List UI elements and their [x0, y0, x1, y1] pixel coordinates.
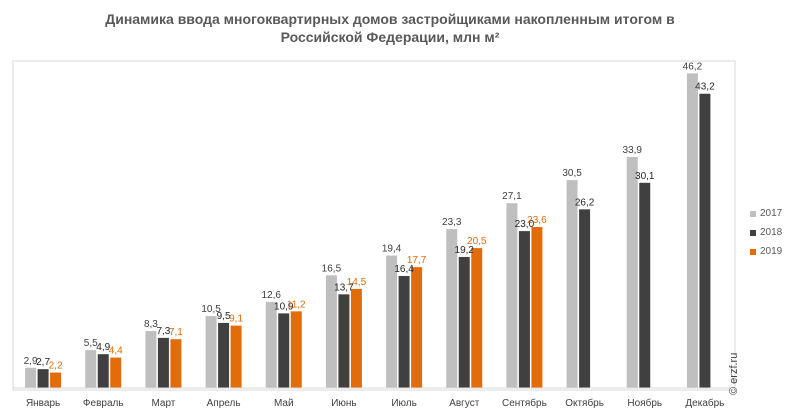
bar-2017-2	[145, 331, 157, 388]
data-label-2017-11: 46,2	[683, 61, 703, 72]
data-label-2018-3: 9,5	[217, 311, 231, 322]
bar-2019-3	[230, 325, 242, 388]
x-tick-label-10: Ноябрь	[627, 397, 662, 409]
data-label-2017-6: 19,4	[382, 244, 402, 255]
x-tick-label-4: Май	[274, 398, 294, 409]
bar-2017-9	[566, 180, 578, 388]
bar-2018-3	[218, 322, 230, 388]
data-label-2017-3: 10,5	[201, 304, 221, 315]
data-labels-layer: 2,92,72,2 5,54,94,4 8,37,37,1 10,59,59,1 12,…	[24, 61, 715, 371]
data-label-2018-2: 7,3	[156, 326, 170, 337]
bar-2018-11	[699, 93, 711, 388]
bar-2019-6	[411, 267, 423, 388]
bar-2017-5	[325, 275, 337, 388]
data-label-2018-7: 19,2	[455, 245, 475, 256]
legend-item-2017: 2017	[750, 204, 790, 223]
bar-2017-8	[506, 203, 518, 388]
x-tick-label-1: Февраль	[83, 398, 124, 409]
data-label-2017-8: 27,1	[502, 191, 522, 202]
legend-swatch-2018	[750, 229, 756, 236]
x-tick-label-0: Январь	[26, 398, 60, 409]
legend-label-2019: 2019	[760, 246, 783, 257]
data-label-2018-5: 13,7	[334, 282, 354, 293]
copyright-watermark: © erzf.ru	[728, 352, 740, 395]
data-label-2018-1: 4,9	[96, 342, 110, 353]
bar-2018-2	[157, 337, 169, 388]
bars-layer	[25, 73, 711, 388]
bar-2017-10	[626, 156, 638, 388]
legend-swatch-2019	[750, 248, 756, 255]
data-label-2019-1: 4,4	[109, 346, 123, 357]
plot-frame	[12, 60, 736, 391]
data-label-2019-3: 9,1	[229, 314, 243, 325]
data-label-2018-10: 30,1	[635, 171, 655, 182]
data-label-2017-4: 12,6	[262, 290, 282, 301]
chart-title-line-1: Динамика ввода многоквартирных домов зас…	[105, 11, 675, 27]
bar-2018-1	[97, 354, 109, 388]
legend-item-2018: 2018	[750, 223, 790, 242]
data-label-2019-8: 23,6	[527, 215, 547, 226]
data-label-2017-5: 16,5	[322, 263, 342, 274]
bar-2019-7	[471, 248, 483, 388]
x-tick-labels-layer: Январь Февраль Март Апрель Май Июнь Июль Август…	[13, 387, 735, 409]
bar-2018-7	[458, 256, 470, 388]
bar-2017-0	[25, 367, 37, 388]
data-label-2019-0: 2,2	[49, 361, 63, 372]
bar-2017-7	[446, 229, 458, 388]
data-label-2018-8: 23,0	[515, 219, 535, 230]
x-tick-label-8: Сентябрь	[502, 397, 547, 409]
x-tick-label-3: Апрель	[207, 398, 241, 409]
x-tick-label-9: Октябрь	[565, 397, 604, 409]
data-label-2019-7: 20,5	[467, 236, 487, 247]
data-label-2018-11: 43,2	[695, 82, 715, 93]
data-label-2017-7: 23,3	[442, 217, 462, 228]
data-label-2019-5: 14,5	[347, 277, 367, 288]
data-label-2019-2: 7,1	[169, 327, 183, 338]
x-tick-label-11: Декабрь	[685, 397, 724, 409]
chart-title-line-2: Российской Федерации, млн м²	[280, 29, 500, 45]
data-label-2019-6: 17,7	[407, 255, 427, 266]
bar-2019-8	[531, 227, 543, 388]
bar-2018-10	[639, 182, 651, 388]
legend-item-2019: 2019	[750, 242, 790, 261]
data-label-2017-2: 8,3	[144, 319, 158, 330]
bar-2018-0	[37, 369, 49, 388]
bar-2017-3	[205, 316, 217, 388]
x-tick-label-2: Март	[151, 398, 175, 409]
x-tick-label-7: Август	[449, 398, 480, 409]
bar-2019-0	[50, 372, 62, 388]
x-tick-label-5: Июнь	[331, 398, 356, 409]
legend: 2017 2018 2019	[750, 204, 790, 261]
data-label-2018-6: 16,4	[394, 264, 414, 275]
bar-2017-11	[686, 73, 698, 388]
bar-2019-2	[170, 339, 182, 388]
bar-2019-1	[110, 357, 122, 388]
bar-2018-4	[278, 313, 290, 388]
data-label-2018-0: 2,7	[36, 357, 50, 368]
bar-2018-9	[579, 209, 591, 388]
bar-2019-5	[350, 288, 362, 388]
bar-2018-5	[338, 294, 350, 388]
bar-2018-8	[518, 231, 530, 388]
bar-2017-1	[85, 350, 97, 388]
legend-label-2018: 2018	[760, 227, 783, 238]
data-label-2017-0: 2,9	[24, 356, 38, 367]
legend-label-2017: 2017	[760, 208, 783, 219]
data-label-2019-4: 11,2	[287, 299, 306, 310]
legend-swatch-2017	[750, 210, 756, 217]
data-label-2017-10: 33,9	[623, 145, 643, 156]
x-tick-label-6: Июль	[391, 398, 417, 409]
data-label-2017-1: 5,5	[84, 338, 98, 349]
bar-2019-4	[290, 311, 302, 388]
data-label-2018-4: 10,9	[274, 301, 294, 312]
data-label-2018-9: 26,2	[575, 197, 595, 208]
data-label-2017-9: 30,5	[562, 168, 582, 179]
bar-2017-4	[265, 301, 277, 388]
bar-2017-6	[386, 255, 398, 388]
bar-2018-6	[398, 275, 410, 388]
